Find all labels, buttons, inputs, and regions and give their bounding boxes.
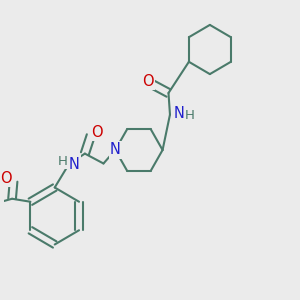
- Text: N: N: [110, 142, 121, 158]
- Text: O: O: [0, 171, 12, 186]
- Text: O: O: [142, 74, 154, 88]
- Text: N: N: [69, 157, 80, 172]
- Text: H: H: [185, 109, 195, 122]
- Text: O: O: [92, 125, 103, 140]
- Text: N: N: [173, 106, 184, 121]
- Text: H: H: [58, 155, 67, 168]
